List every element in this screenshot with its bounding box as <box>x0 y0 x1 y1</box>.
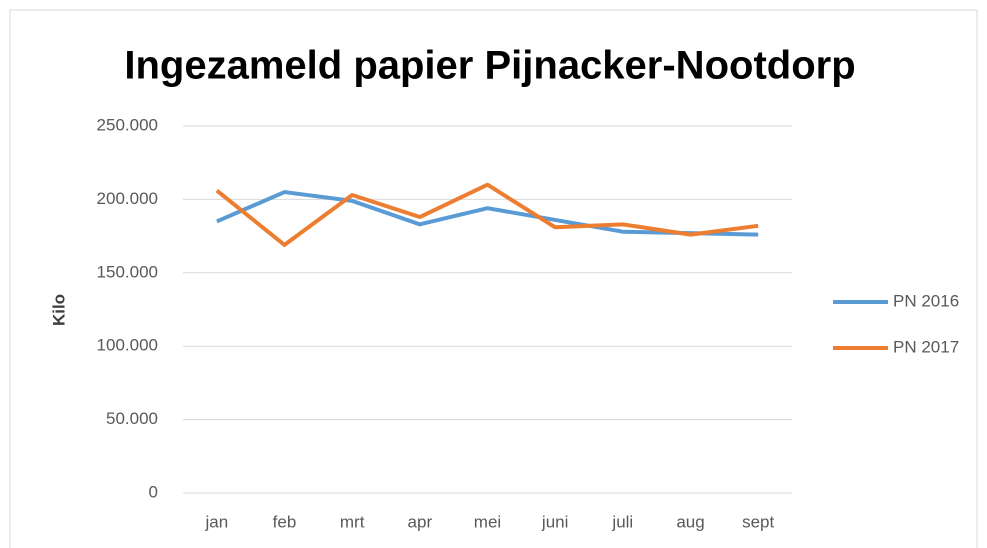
y-tick-label: 50.000 <box>106 409 158 428</box>
x-tick-label: mei <box>474 512 501 531</box>
x-tick-label: mrt <box>340 512 365 531</box>
x-tick-label: apr <box>408 512 433 531</box>
legend-label: PN 2016 <box>893 291 959 310</box>
y-axis-label: Kilo <box>49 294 68 326</box>
chart-title: Ingezameld papier Pijnacker-Nootdorp <box>124 44 855 88</box>
chart-frame <box>9 9 978 548</box>
legend-label: PN 2017 <box>893 337 959 356</box>
y-tick-label: 100.000 <box>97 336 158 355</box>
x-tick-label: juni <box>541 512 568 531</box>
y-tick-label: 250.000 <box>97 115 158 134</box>
x-tick-label: aug <box>676 512 704 531</box>
x-tick-label: sept <box>742 512 774 531</box>
x-tick-label: juli <box>611 512 633 531</box>
y-tick-label: 200.000 <box>97 189 158 208</box>
line-series <box>215 182 759 247</box>
y-tick-label: 150.000 <box>97 262 158 281</box>
line-series <box>216 190 759 237</box>
x-tick-label: jan <box>204 512 228 531</box>
x-tick-label: feb <box>273 512 297 531</box>
y-tick-label: 0 <box>149 482 158 501</box>
